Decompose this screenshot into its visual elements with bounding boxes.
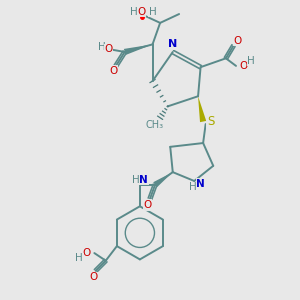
Text: N: N: [196, 178, 205, 188]
Text: N: N: [139, 175, 148, 185]
Text: O: O: [143, 200, 152, 210]
Text: CH₃: CH₃: [146, 120, 164, 130]
Polygon shape: [198, 96, 206, 122]
Text: O: O: [233, 36, 242, 46]
Polygon shape: [153, 172, 173, 188]
Text: H: H: [189, 182, 197, 192]
Text: H: H: [149, 7, 156, 16]
Text: H: H: [98, 42, 106, 52]
Text: O: O: [109, 66, 117, 76]
Text: O: O: [104, 44, 112, 55]
Text: O: O: [239, 61, 248, 71]
Text: N: N: [168, 39, 177, 50]
Polygon shape: [124, 44, 152, 55]
Text: S: S: [207, 115, 214, 128]
Text: H: H: [130, 7, 137, 16]
Text: H: H: [247, 56, 255, 66]
Text: O: O: [137, 7, 145, 16]
Text: H: H: [132, 175, 140, 185]
Text: O: O: [82, 248, 91, 258]
Text: O: O: [89, 272, 97, 282]
Text: H: H: [75, 253, 83, 263]
